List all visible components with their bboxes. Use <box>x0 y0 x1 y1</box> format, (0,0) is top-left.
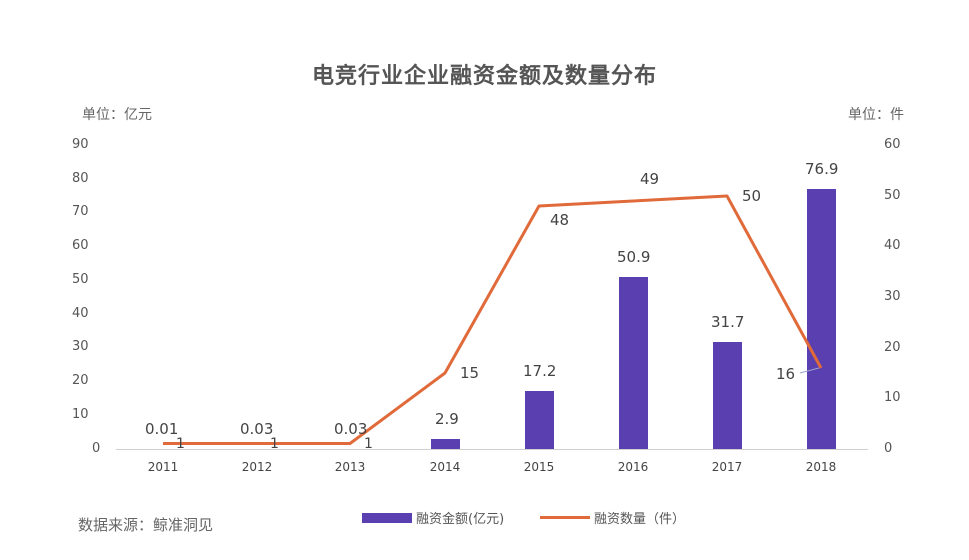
left-axis-tick: 90 <box>72 137 89 152</box>
x-tick: 2012 <box>241 460 273 474</box>
legend-label-amount: 融资金额(亿元) <box>416 512 505 527</box>
bar-2014 <box>431 439 460 449</box>
bar-label-2018: 76.9 <box>805 160 839 178</box>
bar-2016 <box>619 277 648 449</box>
x-tick: 2018 <box>805 460 837 474</box>
bar-label-2017: 31.7 <box>711 313 745 331</box>
left-axis-tick: 60 <box>72 238 89 253</box>
x-tick: 2011 <box>147 460 179 474</box>
data-source: 数据来源：鲸准洞见 <box>78 516 214 534</box>
bar-label-2011: 0.01 <box>145 420 179 438</box>
right-axis-tick: 30 <box>884 289 901 304</box>
line-label-2014: 15 <box>460 364 480 382</box>
legend-label-count: 融资数量（件） <box>594 512 686 527</box>
line-label-2013: 1 <box>364 436 373 452</box>
line-label-2016: 49 <box>640 170 660 188</box>
left-axis-tick: 30 <box>72 339 89 354</box>
x-tick: 2014 <box>429 460 461 474</box>
right-axis-tick: 0 <box>884 441 893 456</box>
line-label-2017: 50 <box>742 187 762 205</box>
left-axis-unit: 单位：亿元 <box>82 107 152 123</box>
leader-line <box>799 367 820 374</box>
line-label-2018: 16 <box>776 365 796 383</box>
bar-2017 <box>713 342 742 449</box>
left-axis-tick: 50 <box>72 272 89 287</box>
x-tick: 2015 <box>523 460 555 474</box>
bar-label-2014: 2.9 <box>435 410 459 428</box>
x-tick: 2017 <box>711 460 743 474</box>
line-label-2012: 1 <box>270 436 279 452</box>
left-axis-tick: 10 <box>72 407 89 422</box>
bar-label-2016: 50.9 <box>617 248 651 266</box>
line-label-2015: 48 <box>550 211 570 229</box>
line-swatch-icon <box>540 516 590 519</box>
legend-item-amount: 融资金额(亿元) <box>362 508 504 527</box>
line-label-2011: 1 <box>176 436 185 452</box>
left-axis-tick: 40 <box>72 306 89 321</box>
right-axis-tick: 10 <box>884 390 901 405</box>
bar-label-2015: 17.2 <box>523 362 557 380</box>
left-axis-tick: 0 <box>92 441 101 456</box>
left-axis-tick: 70 <box>72 204 89 219</box>
bar-label-2013: 0.03 <box>334 420 368 438</box>
left-axis-tick: 80 <box>72 171 89 186</box>
right-axis-unit: 单位：件 <box>848 107 904 123</box>
count-line <box>163 194 823 445</box>
x-tick: 2016 <box>617 460 649 474</box>
right-axis-tick: 40 <box>884 238 901 253</box>
bar-2018 <box>807 189 836 449</box>
right-axis-tick: 50 <box>884 188 901 203</box>
right-axis-tick: 20 <box>884 340 901 355</box>
right-axis-tick: 60 <box>884 137 901 152</box>
bar-swatch-icon <box>362 512 412 523</box>
bar-label-2012: 0.03 <box>240 420 274 438</box>
bar-2015 <box>525 391 554 449</box>
x-tick: 2013 <box>334 460 366 474</box>
legend-item-count: 融资数量（件） <box>540 508 685 527</box>
left-axis-tick: 20 <box>72 373 89 388</box>
chart-title: 电竞行业企业融资金额及数量分布 <box>311 64 657 89</box>
